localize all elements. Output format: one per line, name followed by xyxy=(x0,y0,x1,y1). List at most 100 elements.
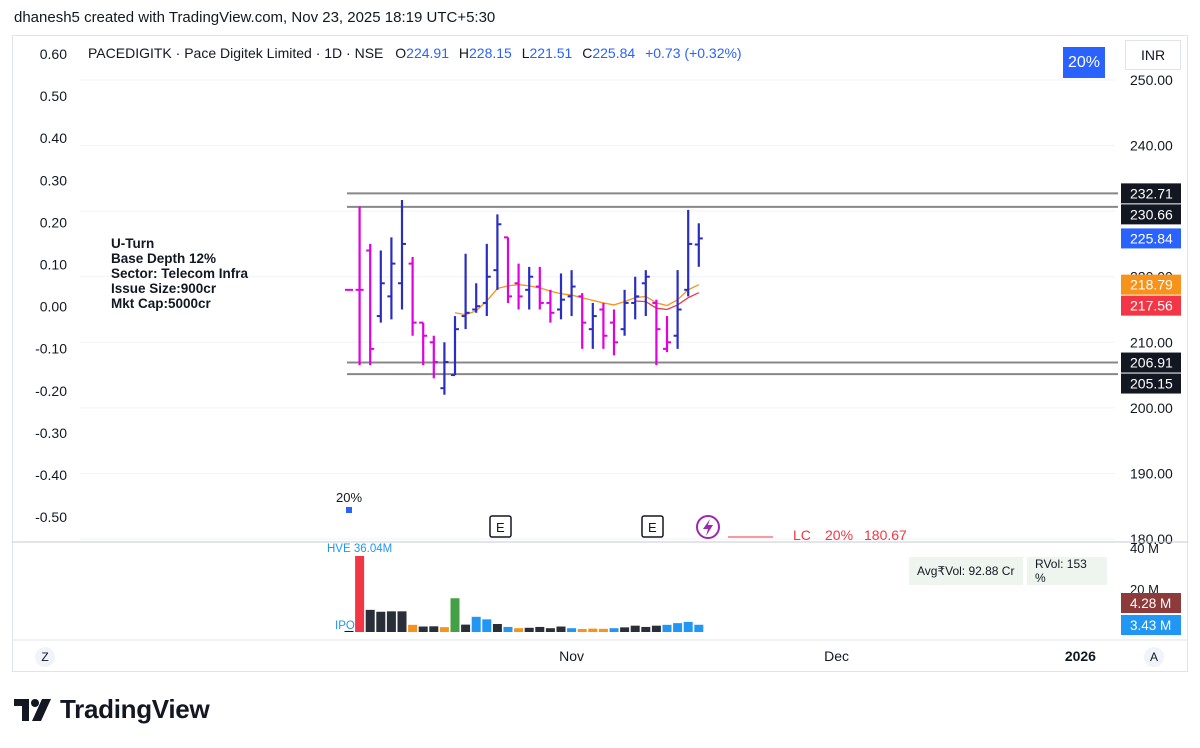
volume-bar xyxy=(524,627,534,632)
ipo-label: IPO xyxy=(335,620,355,632)
time-axis-label: 2026 xyxy=(1065,648,1096,664)
percent-badge[interactable]: 20% xyxy=(1063,47,1105,78)
price-label: 232.71 xyxy=(1121,183,1181,204)
ohlc-bar[interactable] xyxy=(440,342,449,395)
ohlc-bar[interactable] xyxy=(387,237,396,320)
earnings-marker-2[interactable] xyxy=(641,515,664,538)
left-axis: 0.60 0.50 0.40 0.30 0.20 0.10 0.00 -0.10 -0.20 -0… xyxy=(35,46,67,525)
ohlc-bar[interactable] xyxy=(684,209,693,297)
left-axis-tick: -0.30 xyxy=(35,425,67,441)
chart-frame xyxy=(12,35,1188,672)
ohlc-bar[interactable] xyxy=(429,335,438,379)
volume-bar xyxy=(577,629,587,632)
ohlc-bar[interactable] xyxy=(472,283,481,313)
rvol-box: RVol: 153 % xyxy=(1027,557,1107,585)
currency-selector[interactable]: INR xyxy=(1125,40,1181,70)
ohlc-bar[interactable] xyxy=(546,289,555,323)
volume-bar xyxy=(439,627,449,632)
note-line: Mkt Cap:5000cr xyxy=(111,296,211,311)
vol-badge-1: 4.28 M xyxy=(1130,596,1171,611)
ohlc-bars xyxy=(345,199,703,395)
ohlc-bar[interactable] xyxy=(599,302,608,349)
ohlc-bar[interactable] xyxy=(419,321,428,366)
volume-bar xyxy=(503,626,513,632)
open-label: O xyxy=(395,45,407,61)
low-label: L xyxy=(521,45,530,61)
volume-bar xyxy=(662,624,672,632)
ohlc-bar[interactable] xyxy=(694,223,703,267)
vol-badge-2: 3.43 M xyxy=(1130,618,1171,633)
ma-orange-line xyxy=(454,283,700,316)
ohlc-bar[interactable] xyxy=(620,289,629,336)
right-axis-tick: 250.00 xyxy=(1130,72,1173,88)
ohlc-bar[interactable] xyxy=(652,299,661,366)
ohlc-bar[interactable] xyxy=(610,309,618,356)
volume-bar xyxy=(471,616,481,632)
volume-bar xyxy=(673,623,683,632)
ohlc-bar[interactable] xyxy=(355,206,364,366)
ohlc-bar[interactable] xyxy=(504,236,512,303)
volume-bar xyxy=(376,611,386,632)
left-axis-tick: 0.30 xyxy=(40,172,67,188)
symbol-title[interactable]: PACEDIGITK · Pace Digitek Limited · 1D ·… xyxy=(88,45,384,61)
time-axis-label: Nov xyxy=(559,648,584,664)
volume-bar xyxy=(397,611,407,632)
ohlc-bar[interactable] xyxy=(366,243,375,366)
price-label: 205.15 xyxy=(1121,373,1181,394)
volume-bar xyxy=(598,628,608,632)
volume-bar xyxy=(492,623,502,632)
ohlc-bar[interactable] xyxy=(578,293,587,349)
vol-axis-tick-40: 40 M xyxy=(1130,541,1159,556)
lc-pct: 20% xyxy=(825,527,853,543)
ohlc-bar[interactable] xyxy=(514,263,523,310)
left-axis-tick: 0.20 xyxy=(40,214,67,230)
low-value: 221.51 xyxy=(529,45,573,61)
chart-notes: U-Turn Base Depth 12% Sector: Telecom In… xyxy=(111,236,248,311)
ohlc-bar[interactable] xyxy=(376,250,385,323)
ohlc-bar[interactable] xyxy=(525,266,534,310)
auto-zoom-button[interactable]: Z xyxy=(35,647,55,667)
svg-text:206.91: 206.91 xyxy=(1130,355,1173,371)
ohlc-bar[interactable] xyxy=(493,214,502,290)
tradingview-logo-icon xyxy=(14,698,51,721)
left-axis-tick: -0.40 xyxy=(35,467,67,483)
price-label: 218.79 xyxy=(1121,274,1181,295)
change-value: +0.73 (+0.32%) xyxy=(645,45,742,61)
left-axis-tick: -0.20 xyxy=(35,383,67,399)
earnings-marker-1[interactable] xyxy=(489,515,512,538)
price-label: 225.84 xyxy=(1121,228,1181,249)
volume-bars xyxy=(344,556,704,632)
chart-credit: dhanesh5 created with TradingView.com, N… xyxy=(14,9,496,26)
volume-bar xyxy=(651,625,661,632)
tradingview-logo: TradingView xyxy=(14,694,210,725)
ohlc-bar[interactable] xyxy=(398,199,406,310)
ohlc-bar[interactable] xyxy=(641,270,650,317)
left-axis-tick: 0.40 xyxy=(40,130,67,146)
volume-bar xyxy=(567,628,577,632)
volume-bar xyxy=(344,630,354,632)
volume-bar xyxy=(609,628,619,632)
svg-text:218.79: 218.79 xyxy=(1130,277,1173,293)
auto-scale-button[interactable]: A xyxy=(1144,647,1164,667)
ohlc-bar[interactable] xyxy=(663,316,671,353)
ohlc-bar[interactable] xyxy=(567,270,576,317)
ohlc-bar[interactable] xyxy=(461,253,470,330)
volume-bar xyxy=(450,598,460,632)
ohlc-bar[interactable] xyxy=(557,273,565,320)
lc-label: LC xyxy=(793,527,811,543)
high-label: H xyxy=(458,45,469,61)
open-value: 224.91 xyxy=(406,45,449,61)
price-labels: 232.71 230.66 225.84 218.79 217.56 206.91 205.… xyxy=(1121,183,1181,394)
volume-bar xyxy=(386,611,396,632)
ohlc-bar[interactable] xyxy=(588,302,597,349)
ohlc-bar[interactable] xyxy=(631,276,640,320)
ohlc-bar[interactable] xyxy=(535,266,544,310)
price-label: 217.56 xyxy=(1121,295,1181,316)
vol-badge-2-bg xyxy=(1121,615,1181,635)
ohlc-bar[interactable] xyxy=(451,316,459,377)
ohlc-bar[interactable] xyxy=(482,243,491,317)
ohlc-bar[interactable] xyxy=(408,257,417,336)
avg-vol-box: Avg₹Vol: 92.88 Cr xyxy=(909,557,1023,585)
ohlc-bar[interactable] xyxy=(673,270,682,349)
